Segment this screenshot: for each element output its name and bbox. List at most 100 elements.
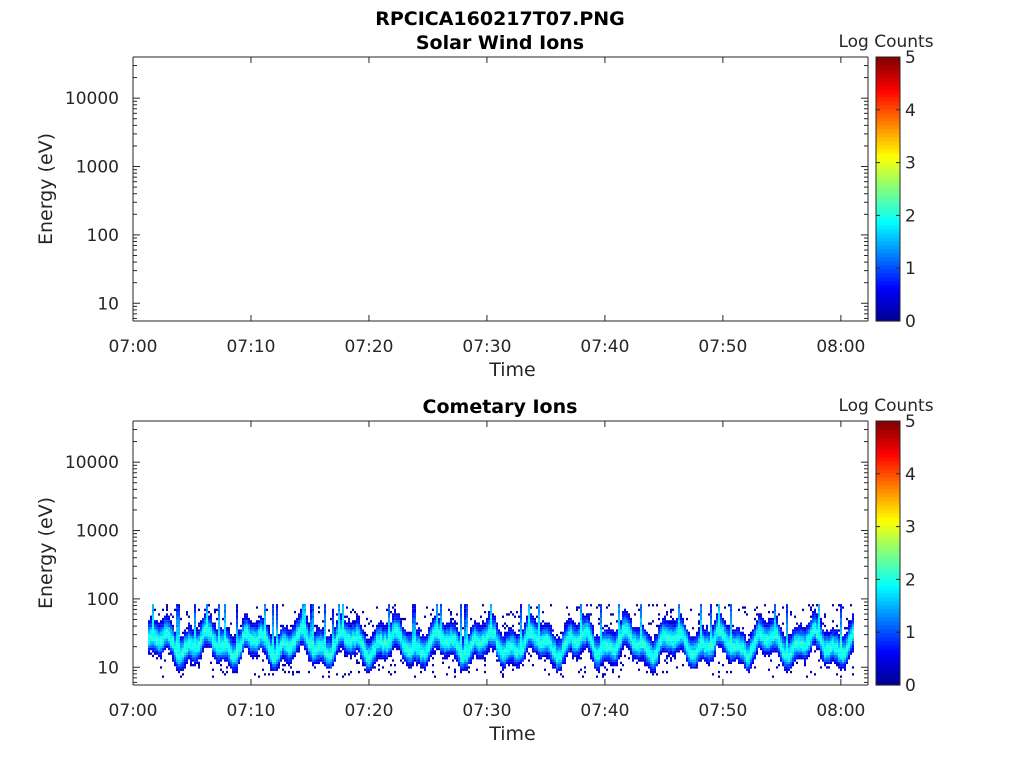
spectrogram-cell bbox=[184, 641, 186, 643]
spectrogram-cell bbox=[490, 641, 492, 643]
spectrogram-cell bbox=[450, 650, 452, 652]
spectrogram-cell bbox=[464, 655, 466, 657]
spectrogram-cell bbox=[354, 634, 356, 636]
spectrogram-cell bbox=[310, 629, 312, 631]
spectrogram-cell bbox=[350, 643, 352, 645]
spectrogram-cell bbox=[394, 627, 396, 629]
spectrogram-cell bbox=[538, 655, 540, 657]
spectrogram-cell bbox=[622, 613, 624, 615]
spectrogram-cell bbox=[200, 646, 202, 648]
spectrogram-cell bbox=[614, 662, 616, 664]
spectrogram-cell bbox=[580, 627, 582, 629]
spectrogram-cell bbox=[228, 662, 230, 664]
spectrogram-cell bbox=[206, 627, 208, 629]
spectrogram-cell bbox=[496, 625, 498, 627]
spectrogram-cell bbox=[206, 611, 208, 613]
spectrogram-cell bbox=[178, 653, 180, 655]
spectrogram-cell bbox=[300, 632, 302, 634]
spectrogram-cell bbox=[224, 657, 226, 659]
spectrogram-cell bbox=[400, 620, 402, 622]
spectrogram-cell bbox=[618, 653, 620, 655]
spectrogram-cell bbox=[472, 653, 474, 655]
spectrogram-cell bbox=[404, 639, 406, 641]
spectrogram-cell bbox=[468, 671, 470, 673]
spectrogram-cell bbox=[482, 620, 484, 622]
spectrogram-cell bbox=[466, 613, 468, 615]
spectrogram-cell bbox=[158, 653, 160, 655]
spectrogram-cell bbox=[410, 648, 412, 650]
spectrogram-cell bbox=[266, 643, 268, 645]
spectrogram-cell bbox=[480, 636, 482, 638]
spectrogram-cell bbox=[198, 666, 200, 668]
spectrogram-cell bbox=[222, 632, 224, 634]
spectrogram-cell bbox=[310, 604, 312, 606]
spectrogram-cell bbox=[194, 655, 196, 657]
spectrogram-cell bbox=[396, 639, 398, 641]
spectrogram-cell bbox=[312, 657, 314, 659]
spectrogram-cell bbox=[206, 623, 208, 625]
spectrogram-cell bbox=[574, 646, 576, 648]
spectrogram-cell bbox=[658, 632, 660, 634]
spectrogram-cell bbox=[664, 641, 666, 643]
spectrogram-cell bbox=[320, 648, 322, 650]
colorbar-segment bbox=[876, 193, 900, 198]
spectrogram-cell bbox=[226, 671, 228, 673]
spectrogram-cell bbox=[676, 618, 678, 620]
spectrogram-cell bbox=[506, 655, 508, 657]
spectrogram-cell bbox=[214, 641, 216, 643]
colorbar-tick-label: 0 bbox=[905, 312, 916, 332]
spectrogram-cell bbox=[556, 641, 558, 643]
spectrogram-cell bbox=[158, 632, 160, 634]
spectrogram-cell bbox=[660, 629, 662, 631]
spectrogram-cell bbox=[686, 639, 688, 641]
spectrogram-cell bbox=[510, 636, 512, 638]
spectrogram-cell bbox=[330, 646, 332, 648]
spectrogram-cell bbox=[574, 629, 576, 631]
spectrogram-cell bbox=[322, 620, 324, 622]
spectrogram-cell bbox=[318, 653, 320, 655]
spectrogram-cell bbox=[224, 636, 226, 638]
spectrogram-cell bbox=[234, 641, 236, 643]
spectrogram-cell bbox=[494, 641, 496, 643]
spectrogram-cell bbox=[148, 629, 150, 631]
spectrogram-cell bbox=[658, 613, 660, 615]
spectrogram-cell bbox=[480, 641, 482, 643]
colorbar-segment bbox=[876, 93, 900, 98]
spectrogram-cell bbox=[524, 643, 526, 645]
spectrogram-cell bbox=[596, 662, 598, 664]
spectrogram-cell bbox=[342, 611, 344, 613]
spectrogram-cell bbox=[422, 664, 424, 666]
spectrogram-cell bbox=[162, 643, 164, 645]
spectrogram-cell bbox=[414, 643, 416, 645]
spectrogram-cell bbox=[654, 664, 656, 666]
spectrogram-cell bbox=[386, 632, 388, 634]
spectrogram-cell bbox=[642, 627, 644, 629]
spectrogram-cell bbox=[538, 625, 540, 627]
spectrogram-cell bbox=[596, 634, 598, 636]
spectrogram-cell bbox=[332, 662, 334, 664]
spectrogram-cell bbox=[394, 613, 396, 615]
spectrogram-cell bbox=[670, 659, 672, 661]
spectrogram-cell bbox=[412, 657, 414, 659]
spectrogram-cell bbox=[304, 613, 306, 615]
spectrogram-cell bbox=[674, 620, 676, 622]
spectrogram-cell bbox=[690, 664, 692, 666]
spectrogram-cell bbox=[308, 657, 310, 659]
spectrogram-cell bbox=[324, 625, 326, 627]
spectrogram-cell bbox=[248, 646, 250, 648]
spectrogram-cell bbox=[306, 634, 308, 636]
spectrogram-cell bbox=[342, 616, 344, 618]
spectrogram-cell bbox=[550, 655, 552, 657]
spectrogram-cell bbox=[466, 616, 468, 618]
spectrogram-cell bbox=[508, 643, 510, 645]
spectrogram-cell bbox=[210, 646, 212, 648]
spectrogram-cell bbox=[300, 623, 302, 625]
spectrogram-cell bbox=[480, 634, 482, 636]
spectrogram-cell bbox=[154, 625, 156, 627]
spectrogram-cell bbox=[342, 648, 344, 650]
spectrogram-cell bbox=[412, 664, 414, 666]
spectrogram-cell bbox=[648, 655, 650, 657]
spectrogram-cell bbox=[228, 659, 230, 661]
spectrogram-cell bbox=[182, 650, 184, 652]
